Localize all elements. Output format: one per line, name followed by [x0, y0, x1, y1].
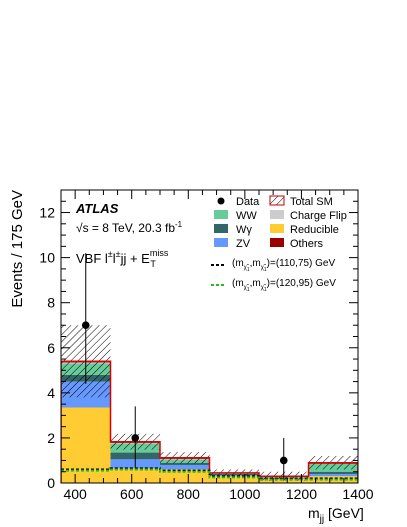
legend-swatch-reducible — [270, 224, 284, 233]
y-tick-label: 8 — [47, 295, 55, 311]
atlas-label: ATLAS — [75, 201, 119, 216]
data-points — [81, 253, 288, 480]
energy-label: √s = 8 TeV, 20.3 fb-1 — [76, 220, 183, 235]
total-sm-line — [61, 360, 358, 483]
y-tick-label: 12 — [39, 205, 55, 221]
data-point-1 — [131, 434, 140, 442]
legend-entry-totalsm: Total SM — [269, 195, 333, 208]
bar-zv-bin-2 — [160, 464, 210, 470]
legend-label-others: Others — [290, 238, 324, 250]
legend-swatch-totalsm — [269, 195, 285, 206]
data-point-2 — [279, 456, 288, 465]
x-tick-label: 1200 — [286, 486, 317, 502]
x-tick-label: 1000 — [229, 486, 260, 502]
legend-label-signal-2: (mχ̃1,mχ̃1)=(120,95) GeV — [232, 278, 336, 293]
x-tick-label: 800 — [177, 486, 201, 502]
x-axis-label: mjj [GeV] — [308, 505, 364, 525]
legend-label-reducible: Reducible — [290, 224, 339, 236]
legend-entry-ww: WW — [214, 210, 257, 222]
legend-entry-signal-1: (mχ̃1,mχ̃1)=(110,75) GeV — [211, 258, 335, 273]
legend-entry-zv: ZV — [214, 238, 251, 250]
legend-swatch-data — [217, 197, 225, 205]
x-tick-label: 400 — [63, 486, 87, 502]
legend-label-totalsm: Total SM — [290, 196, 333, 208]
legend-label-zv: ZV — [236, 238, 251, 250]
bar-reducible-bin-3 — [209, 476, 259, 483]
data-point-0 — [81, 321, 90, 330]
legend-label-data: Data — [236, 196, 260, 208]
signal-line-2 — [61, 468, 358, 481]
y-axis-label: Events / 175 GeV — [9, 190, 26, 308]
bar-reducible-bin-5 — [308, 476, 358, 483]
legend-label-signal-1: (mχ̃1,mχ̃1)=(110,75) GeV — [232, 258, 335, 273]
y-tick-label: 0 — [47, 475, 55, 491]
bar-reducible-bin-1 — [110, 468, 160, 483]
region-label: VBF l±l±jj + Emiss T — [76, 248, 169, 269]
legend-swatch-zv — [214, 238, 228, 247]
legend-entry-data: Data — [217, 196, 260, 208]
legend-entry-wgamma: Wγ — [214, 224, 252, 236]
bar-w--bin-5 — [308, 471, 358, 474]
y-tick-label: 10 — [39, 250, 55, 266]
legend-entry-signal-2: (mχ̃1,mχ̃1)=(120,95) GeV — [211, 278, 336, 293]
legend-entry-reducible: Reducible — [270, 224, 339, 236]
bar-w--bin-2 — [160, 462, 210, 465]
y-tick-label: 2 — [47, 430, 55, 446]
legend-label-ww: WW — [236, 210, 257, 222]
legend-swatch-wgamma — [214, 224, 228, 233]
bar-reducible-bin-0 — [61, 407, 111, 483]
legend-swatch-ww — [214, 210, 228, 219]
bar-reducible-bin-2 — [160, 469, 210, 483]
legend: Data Total SM WW Charge Flip Wγ Reducibl… — [211, 195, 347, 293]
y-tick-label: 4 — [47, 385, 55, 401]
legend-entry-others: Others — [270, 238, 324, 250]
signal-lines — [61, 467, 358, 481]
legend-label-chargeflip: Charge Flip — [290, 210, 347, 222]
legend-swatch-others — [270, 238, 284, 247]
y-tick-label: 6 — [47, 340, 55, 356]
legend-label-wgamma: Wγ — [236, 224, 252, 236]
legend-swatch-chargeflip — [270, 210, 284, 219]
bar-zv-bin-5 — [308, 473, 358, 477]
x-tick-label: 600 — [120, 486, 144, 502]
x-tick-label: 1400 — [342, 486, 373, 502]
legend-entry-chargeflip: Charge Flip — [270, 210, 347, 222]
axes: 0 2 4 6 8 10 12 400 600 800 1000 1200 1400 — [39, 190, 374, 502]
total-sm-step — [61, 360, 358, 483]
